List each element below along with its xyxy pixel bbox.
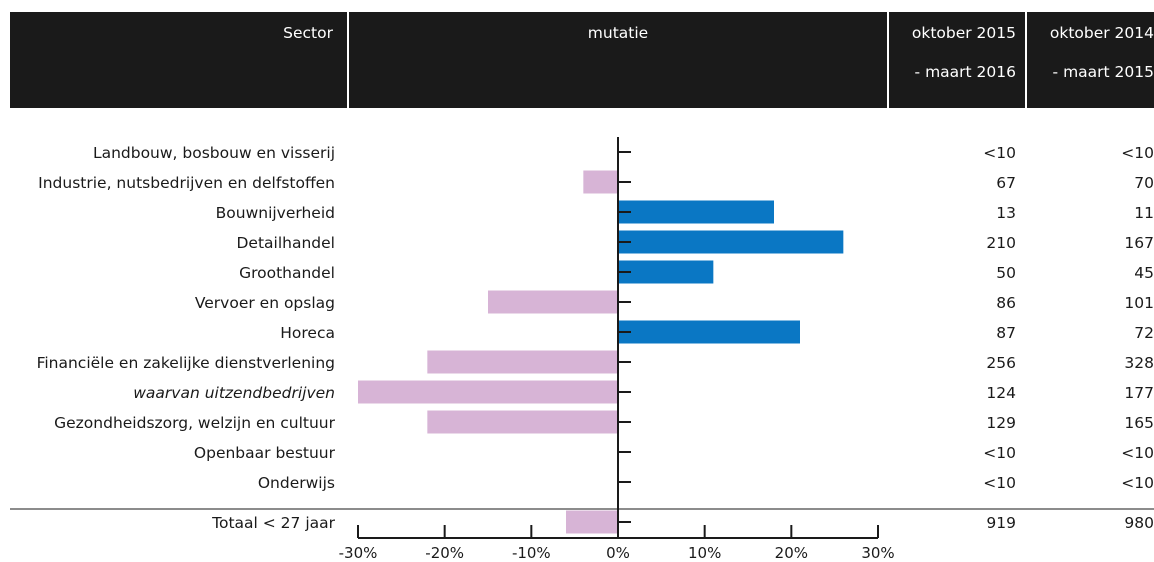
value-2015: 11 <box>1134 204 1154 222</box>
x-tick-label: -10% <box>512 544 551 562</box>
sector-label: Landbouw, bosbouw en visserij <box>93 144 335 162</box>
value-2016: 124 <box>986 384 1016 402</box>
value-2015: 70 <box>1134 174 1154 192</box>
value-2015: 177 <box>1124 384 1154 402</box>
mutation-bar <box>427 350 618 374</box>
header-period-2016-line2: - maart 2016 <box>915 63 1016 81</box>
value-2016: 210 <box>986 234 1016 252</box>
value-2015: <10 <box>1121 474 1154 492</box>
mutation-bar <box>618 230 844 254</box>
x-tick-label: -30% <box>339 544 378 562</box>
mutation-bar <box>618 320 800 344</box>
sector-label: Gezondheidszorg, welzijn en cultuur <box>54 414 336 432</box>
mutation-bar <box>618 200 774 224</box>
header-background <box>10 12 1154 108</box>
value-2015: <10 <box>1121 444 1154 462</box>
x-tick-label: 10% <box>688 544 721 562</box>
mutation-bar <box>488 290 618 314</box>
value-2016: 129 <box>986 414 1016 432</box>
value-2015: 72 <box>1134 324 1154 342</box>
value-2016: <10 <box>983 144 1016 162</box>
mutation-bar <box>427 410 618 434</box>
total-bar <box>566 510 618 534</box>
value-2015: 167 <box>1124 234 1154 252</box>
value-2015: 328 <box>1124 354 1154 372</box>
mutation-bar <box>358 380 618 404</box>
x-tick-label: -20% <box>425 544 464 562</box>
mutation-bar <box>583 170 618 194</box>
value-2016: 13 <box>996 204 1016 222</box>
value-2015: 45 <box>1134 264 1154 282</box>
header-period-2015-line2: - maart 2015 <box>1053 63 1154 81</box>
value-2016: 256 <box>986 354 1016 372</box>
value-2015: <10 <box>1121 144 1154 162</box>
value-2016: 86 <box>996 294 1016 312</box>
header-period-2015-line1: oktober 2014 <box>1050 24 1154 42</box>
sector-label: Bouwnijverheid <box>216 204 335 222</box>
value-2015: 980 <box>1124 514 1154 532</box>
sector-label: Horeca <box>280 324 335 342</box>
value-2015: 165 <box>1124 414 1154 432</box>
sector-label: Groothandel <box>239 264 335 282</box>
value-2016: <10 <box>983 474 1016 492</box>
header-mutatie: mutatie <box>588 24 648 42</box>
header-sector: Sector <box>283 24 333 42</box>
header-period-2016-line1: oktober 2015 <box>912 24 1016 42</box>
sector-label: Financiële en zakelijke dienstverlening <box>37 354 335 372</box>
x-tick-label: 20% <box>775 544 808 562</box>
mutation-bar <box>618 260 714 284</box>
value-2015: 101 <box>1124 294 1154 312</box>
sector-label: waarvan uitzendbedrijven <box>133 384 335 402</box>
sector-label: Industrie, nutsbedrijven en delfstoffen <box>38 174 335 192</box>
value-2016: 50 <box>996 264 1016 282</box>
sector-label: Openbaar bestuur <box>194 444 336 462</box>
sector-label: Detailhandel <box>237 234 336 252</box>
value-2016: 919 <box>986 514 1016 532</box>
value-2016: 67 <box>996 174 1016 192</box>
x-tick-label: 0% <box>606 544 630 562</box>
total-label: Totaal < 27 jaar <box>211 514 335 532</box>
x-tick-label: 30% <box>861 544 894 562</box>
sector-label: Vervoer en opslag <box>195 294 335 312</box>
value-2016: <10 <box>983 444 1016 462</box>
value-2016: 87 <box>996 324 1016 342</box>
sector-label: Onderwijs <box>258 474 335 492</box>
